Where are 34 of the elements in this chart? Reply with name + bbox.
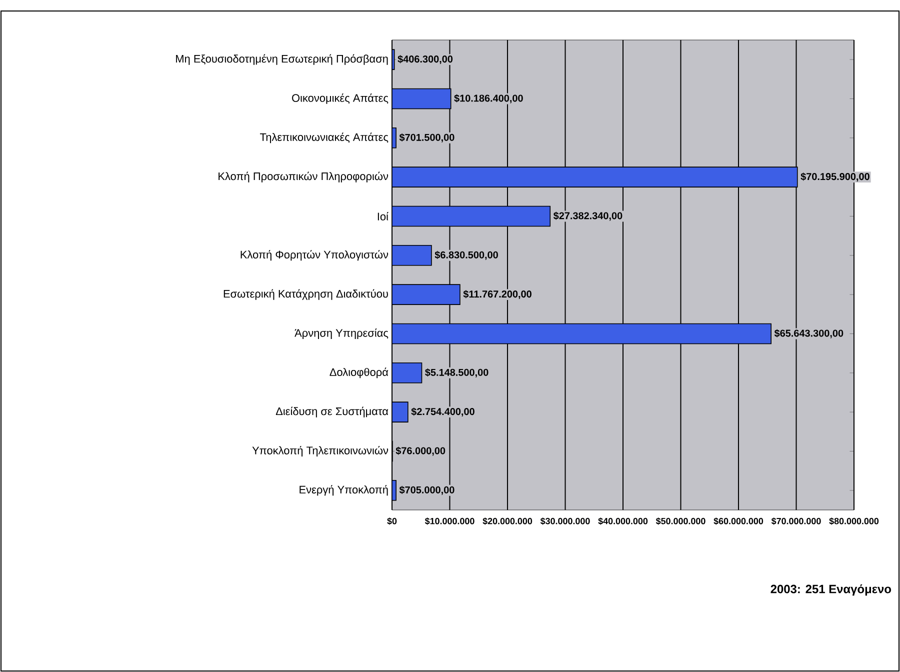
data-label: $701.500,00 — [399, 133, 454, 142]
y-tick-label: Ιοί — [378, 212, 388, 220]
data-label: $27.382.340,00 — [553, 212, 622, 221]
y-tick-label: Μη Εξουσιοδοτημένη Εσωτερική Πρόσβαση — [176, 54, 388, 65]
y-tick-label: Εσωτερική Κατάχρηση Διαδικτύου — [224, 289, 388, 300]
x-tick-label: $60.000.000 — [714, 518, 764, 525]
y-tick-label: Κλοπή Προσωπικών Πληροφοριών — [218, 172, 388, 182]
data-label: $705.000,00 — [399, 486, 454, 495]
x-tick-label: $70.000.000 — [771, 518, 821, 525]
y-tick-label: Δολιοφθορά — [330, 368, 388, 378]
x-tick-label: $80.000.000 — [829, 518, 879, 525]
y-tick-label: Κλοπή Φορητών Υπολογιστών — [240, 250, 388, 261]
data-label: $11.767.200,00 — [463, 290, 532, 300]
y-tick-label: Τηλεπικοινωνιακές Απάτες — [260, 132, 388, 144]
y-tick-label: Οικονομικές Απάτες — [292, 94, 388, 104]
x-tick-label: $10.000.000 — [424, 518, 474, 525]
x-tick-label: $50.000.000 — [656, 518, 706, 525]
data-label: $5.148.500,00 — [425, 368, 488, 378]
data-label: $6.830.500,00 — [434, 250, 498, 260]
x-tick-label: $40.000.000 — [598, 518, 648, 525]
data-label: $406.300,00 — [398, 55, 453, 64]
text: 2003: 251 Εναγόμενο — [770, 584, 891, 596]
data-label: $76.000,00 — [396, 446, 446, 456]
y-tick-label: Διείδυση σε Συστήματα — [276, 406, 388, 418]
x-tick-label: $30.000.000 — [540, 518, 590, 525]
y-tick-label: Ενεργή Υποκλοπή — [300, 485, 388, 496]
x-tick-label: $0 — [387, 518, 397, 525]
data-label: $65.643.300,00 — [774, 329, 844, 338]
y-tick-label: Υποκλοπή Τηλεπικοινωνιών — [252, 446, 388, 456]
data-label: $10.186.400,00 — [454, 94, 523, 104]
data-label: $70.195.900,00 — [800, 172, 870, 182]
y-tick-label: Άρνηση Υπηρεσίας — [294, 328, 388, 339]
data-label: $2.754.400,00 — [411, 408, 474, 417]
x-tick-label: $20.000.000 — [482, 518, 532, 525]
